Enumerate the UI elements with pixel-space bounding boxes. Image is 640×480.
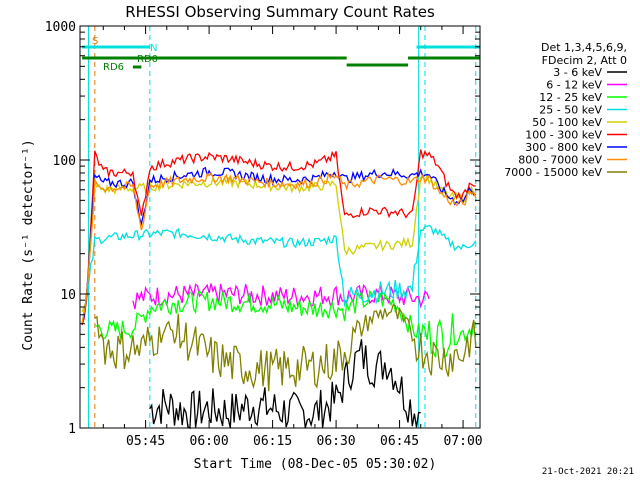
legend-label-3: 25 - 50 keV: [539, 104, 602, 117]
axis-ticks: 05:45 06:00 06:15 06:30 06:45 07:00 1 10 100 1000: [45, 20, 483, 449]
series-line-7: [81, 171, 477, 324]
flag-label-rd6: RD6: [103, 62, 124, 73]
series-line-1: [132, 283, 430, 310]
y-tick-label-2: 100: [53, 154, 76, 169]
legend-label-0: 3 - 6 keV: [553, 66, 602, 79]
plot-timestamp: 21-Oct-2021 20:21: [542, 467, 634, 477]
series-line-6: [81, 166, 476, 324]
flag-label-n: N: [150, 43, 157, 54]
legend-label-7: 800 - 7000 keV: [518, 154, 602, 167]
legend-header-0: Det 1,3,4,5,6,9,: [541, 41, 627, 54]
legend-label-8: 7000 - 15000 keV: [504, 166, 602, 179]
legend-header-1: FDecim 2, Att 0: [542, 54, 627, 67]
legend-label-6: 300 - 800 keV: [525, 141, 602, 154]
x-tick-label-1: 06:00: [190, 434, 229, 449]
flag-label-s: S: [92, 36, 98, 47]
y-tick-label-3: 1000: [45, 20, 76, 35]
flag-label-rd0: RD0: [137, 54, 158, 65]
y-tick-label-1: 10: [60, 288, 76, 303]
plot-frame: [79, 25, 481, 429]
legend-label-2: 12 - 25 keV: [539, 91, 602, 104]
x-tick-label-2: 06:15: [253, 434, 292, 449]
y-axis-label: Count Rate (s⁻¹ detector⁻¹): [21, 139, 36, 350]
x-tick-label-0: 05:45: [126, 434, 165, 449]
legend-label-5: 100 - 300 keV: [525, 129, 602, 142]
x-tick-label-4: 06:45: [380, 434, 419, 449]
x-axis-label: Start Time (08-Dec-05 05:30:02): [194, 457, 437, 472]
legend: Det 1,3,4,5,6,9,FDecim 2, Att 03 - 6 keV…: [504, 41, 627, 179]
series-line-8: [94, 303, 477, 392]
series-line-3: [81, 224, 477, 325]
series-line-2: [94, 289, 477, 358]
y-tick-label-0: 1: [68, 422, 76, 437]
series-line-0: [149, 339, 421, 430]
legend-label-4: 50 - 100 keV: [532, 116, 602, 129]
x-tick-label-5: 07:00: [443, 434, 482, 449]
series-line-5: [81, 149, 476, 326]
chart-title: RHESSI Observing Summary Count Rates: [125, 3, 435, 21]
x-tick-label-3: 06:30: [317, 434, 356, 449]
legend-label-1: 6 - 12 keV: [546, 79, 602, 92]
